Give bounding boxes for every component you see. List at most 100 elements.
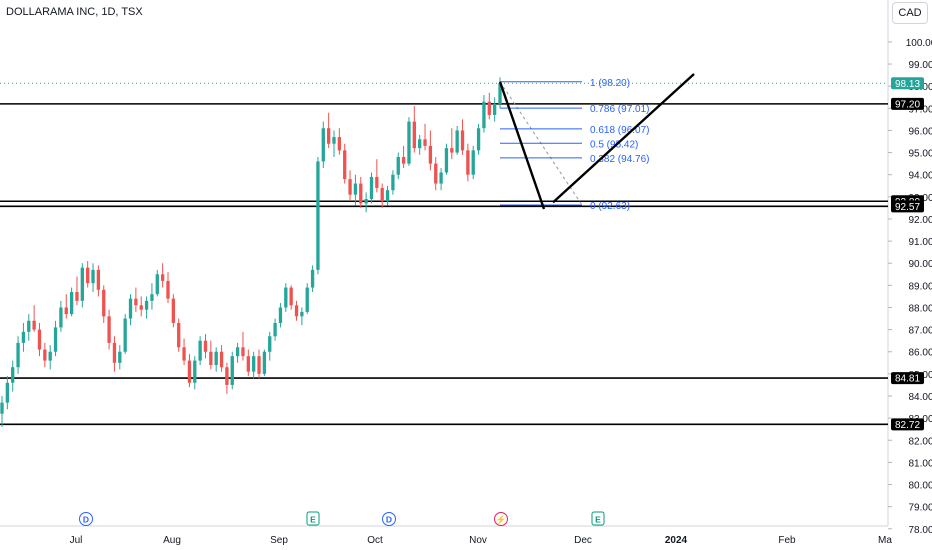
candle-body bbox=[0, 402, 4, 414]
candle-body bbox=[375, 176, 379, 188]
candle-body bbox=[294, 305, 299, 317]
candle-body bbox=[391, 174, 395, 191]
candle-body bbox=[471, 150, 475, 175]
candle-body bbox=[107, 316, 111, 343]
candle-body bbox=[128, 298, 133, 319]
candle-body bbox=[43, 349, 47, 361]
fib-level-label: 0.786 (97.01) bbox=[590, 104, 650, 115]
candle-body bbox=[423, 139, 427, 146]
time-axis[interactable]: Jul Aug Sep Oct Nov Dec 2024 Feb Ma bbox=[70, 535, 893, 546]
event-marker-label: ⚡ bbox=[496, 515, 507, 526]
price-badge-label: 97.20 bbox=[895, 99, 920, 110]
price-badge bbox=[891, 200, 924, 213]
candle-body bbox=[53, 327, 58, 352]
candle-body bbox=[262, 351, 267, 374]
chart-title: DOLLARAMA INC, 1D, TSX bbox=[6, 6, 143, 18]
candle-body bbox=[359, 183, 363, 204]
candle-body bbox=[241, 347, 245, 357]
candle-body bbox=[59, 307, 63, 328]
candle-body bbox=[27, 320, 31, 332]
price-badge-label: 82.72 bbox=[895, 420, 920, 431]
price-axis[interactable]: 100.0099.0098.0097.0096.0095.0094.0093.0… bbox=[888, 38, 932, 536]
price-tick-label: 95.00 bbox=[908, 149, 932, 160]
candle-body bbox=[353, 183, 358, 195]
fib-level-label: 0.5 (95.42) bbox=[590, 139, 638, 150]
candle-body bbox=[482, 101, 486, 129]
candle-body bbox=[160, 274, 165, 281]
price-badge bbox=[891, 418, 924, 431]
time-tick-label: Nov bbox=[469, 535, 487, 546]
price-tick-label: 99.00 bbox=[908, 60, 932, 71]
price-tick-label: 78.00 bbox=[908, 525, 932, 536]
candle-body bbox=[476, 128, 481, 151]
time-tick-label: Dec bbox=[574, 535, 592, 546]
time-tick-label: Sep bbox=[270, 535, 288, 546]
event-marker-label: D bbox=[83, 515, 89, 525]
candle-body bbox=[80, 267, 84, 301]
price-tick-label: 88.00 bbox=[908, 303, 932, 314]
candle-body bbox=[252, 356, 256, 372]
candle-body bbox=[150, 294, 154, 301]
time-tick-label: Oct bbox=[367, 535, 383, 546]
candle-body bbox=[112, 342, 117, 363]
time-tick-label: 2024 bbox=[665, 535, 688, 546]
candle-body bbox=[75, 291, 79, 301]
price-tick-label: 86.00 bbox=[908, 348, 932, 359]
candle-body bbox=[48, 351, 52, 361]
candle-body bbox=[418, 139, 422, 149]
fib-level-label: 0.382 (94.76) bbox=[590, 154, 650, 165]
candle-body bbox=[64, 307, 68, 315]
price-tick-label: 90.00 bbox=[908, 259, 932, 270]
candle-body bbox=[118, 351, 122, 363]
fib-level-label: 1 (98.20) bbox=[590, 78, 630, 89]
candle-body bbox=[37, 329, 42, 350]
candle-body bbox=[123, 318, 127, 352]
currency-button[interactable]: CAD bbox=[892, 2, 928, 24]
candle-body bbox=[214, 351, 218, 366]
candle-body bbox=[187, 360, 192, 383]
price-tick-label: 80.00 bbox=[908, 481, 932, 492]
candle-body bbox=[401, 156, 406, 164]
projection-down-line bbox=[498, 81, 546, 210]
earnings-icon bbox=[591, 511, 605, 526]
candle-body bbox=[5, 382, 10, 403]
time-tick-label: Feb bbox=[778, 535, 796, 546]
fib-retracement[interactable]: 1 (98.20) 0.786 (97.01) 0.618 (96.07) 0.5 (… bbox=[499, 78, 650, 212]
candle-body bbox=[155, 274, 159, 295]
candle-body bbox=[326, 128, 331, 144]
candle-body bbox=[134, 298, 138, 306]
price-tick-label: 89.00 bbox=[908, 281, 932, 292]
candle-body bbox=[177, 322, 181, 348]
price-badge bbox=[891, 97, 924, 110]
candle-body bbox=[246, 356, 250, 372]
candle-body bbox=[21, 331, 26, 343]
candle-body bbox=[182, 347, 186, 361]
price-tick-label: 81.00 bbox=[908, 458, 932, 469]
candle-body bbox=[332, 137, 336, 144]
event-markers[interactable]: D E D ⚡ E bbox=[79, 511, 605, 526]
price-tick-label: 92.00 bbox=[908, 215, 932, 226]
candle-body bbox=[16, 342, 20, 368]
candle-body bbox=[305, 287, 309, 312]
candle-body bbox=[171, 298, 176, 323]
candle-body bbox=[257, 356, 261, 374]
time-tick-label: Ma bbox=[878, 535, 892, 546]
candle-body bbox=[268, 336, 272, 352]
candle-body bbox=[407, 121, 411, 164]
candle-body bbox=[428, 145, 433, 164]
grid bbox=[0, 0, 889, 527]
candle-body bbox=[316, 161, 320, 270]
trend-projection[interactable] bbox=[498, 73, 695, 210]
candle-body bbox=[487, 101, 491, 115]
price-tick-label: 82.00 bbox=[908, 436, 932, 447]
candle-body bbox=[219, 351, 224, 368]
price-badge-label: 98.13 bbox=[895, 79, 920, 90]
candle-body bbox=[450, 148, 454, 153]
horizontal-levels[interactable] bbox=[0, 82, 888, 426]
candle-body bbox=[434, 163, 438, 184]
candle-body bbox=[198, 340, 202, 361]
candle-body bbox=[32, 320, 36, 330]
candle-body bbox=[139, 305, 143, 310]
